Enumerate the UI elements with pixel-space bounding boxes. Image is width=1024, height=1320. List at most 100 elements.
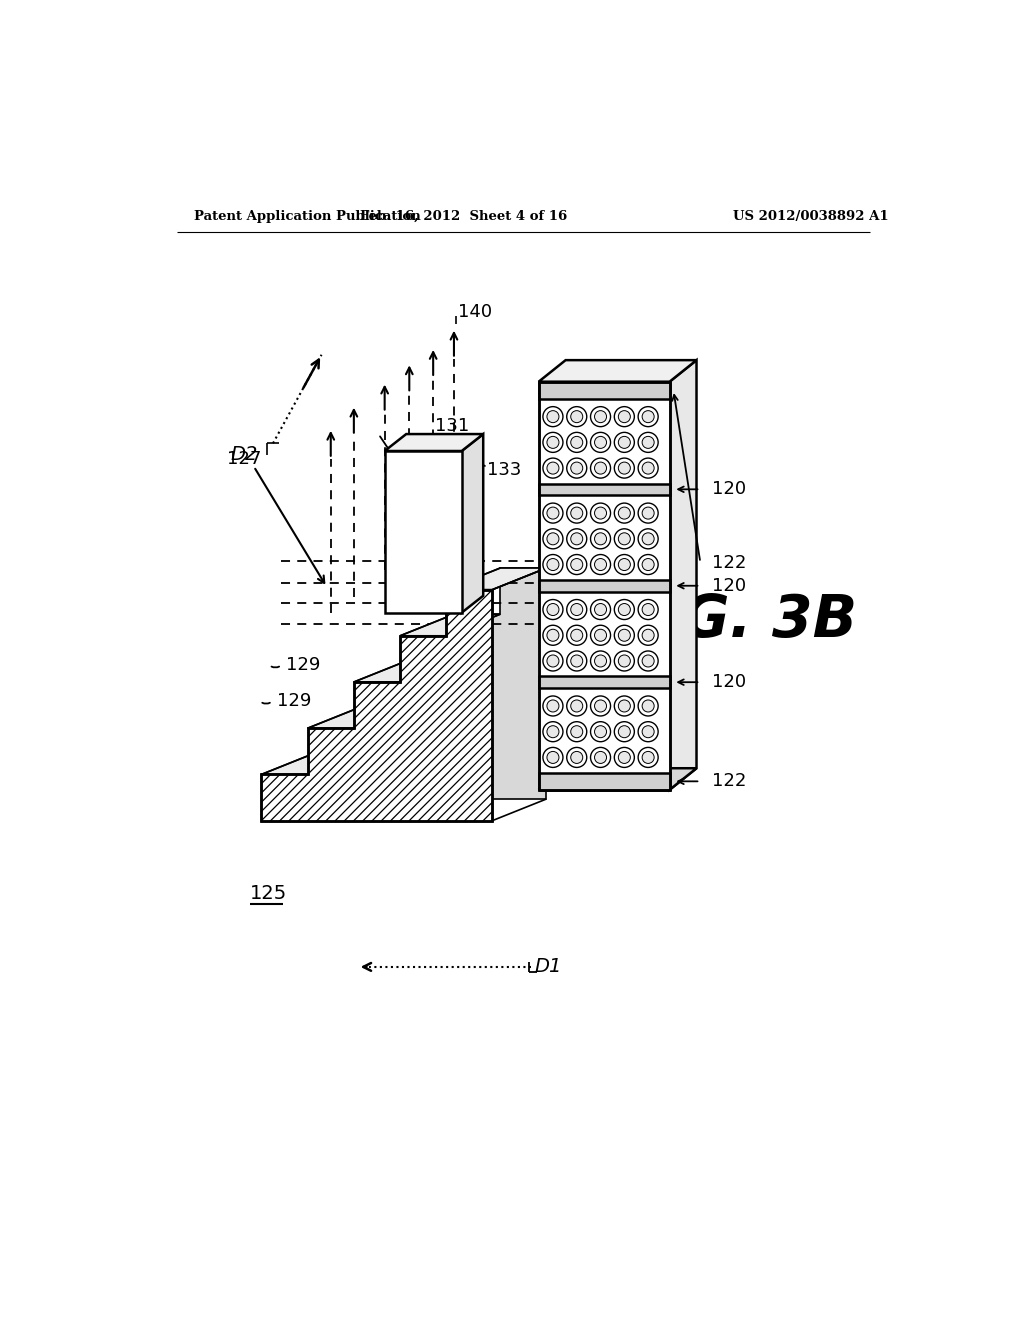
- Circle shape: [570, 533, 583, 545]
- Text: 133: 133: [487, 461, 521, 479]
- Circle shape: [638, 696, 658, 715]
- Circle shape: [543, 696, 563, 715]
- Circle shape: [566, 651, 587, 671]
- Circle shape: [547, 507, 559, 519]
- Circle shape: [591, 651, 610, 671]
- Circle shape: [570, 507, 583, 519]
- Circle shape: [614, 722, 634, 742]
- Circle shape: [543, 722, 563, 742]
- Circle shape: [618, 437, 631, 449]
- Polygon shape: [446, 568, 547, 590]
- Circle shape: [543, 503, 563, 523]
- Circle shape: [614, 599, 634, 619]
- Circle shape: [618, 630, 631, 642]
- Circle shape: [642, 655, 654, 667]
- Circle shape: [543, 747, 563, 767]
- Polygon shape: [400, 614, 500, 636]
- Circle shape: [543, 554, 563, 574]
- Circle shape: [547, 726, 559, 738]
- Circle shape: [614, 626, 634, 645]
- Circle shape: [618, 411, 631, 422]
- Circle shape: [595, 507, 606, 519]
- Circle shape: [595, 751, 606, 763]
- Circle shape: [595, 558, 606, 570]
- Circle shape: [547, 603, 559, 615]
- Circle shape: [591, 599, 610, 619]
- Circle shape: [618, 603, 631, 615]
- Circle shape: [570, 630, 583, 642]
- Circle shape: [570, 411, 583, 422]
- Text: FIG. 3B: FIG. 3B: [621, 591, 857, 649]
- Circle shape: [638, 554, 658, 574]
- Circle shape: [642, 533, 654, 545]
- Circle shape: [642, 462, 654, 474]
- Circle shape: [547, 630, 559, 642]
- Polygon shape: [307, 706, 408, 729]
- Circle shape: [595, 462, 606, 474]
- Circle shape: [566, 599, 587, 619]
- Circle shape: [547, 700, 559, 711]
- Circle shape: [547, 655, 559, 667]
- Polygon shape: [539, 360, 696, 381]
- Text: D1: D1: [535, 957, 562, 977]
- Circle shape: [618, 726, 631, 738]
- Circle shape: [566, 458, 587, 478]
- Circle shape: [614, 458, 634, 478]
- Circle shape: [570, 726, 583, 738]
- Polygon shape: [539, 676, 670, 688]
- Circle shape: [638, 599, 658, 619]
- Circle shape: [591, 529, 610, 549]
- Circle shape: [642, 437, 654, 449]
- Circle shape: [614, 554, 634, 574]
- Circle shape: [595, 411, 606, 422]
- Circle shape: [614, 651, 634, 671]
- Circle shape: [570, 751, 583, 763]
- Polygon shape: [539, 381, 670, 789]
- Circle shape: [642, 507, 654, 519]
- Circle shape: [591, 722, 610, 742]
- Circle shape: [618, 700, 631, 711]
- Circle shape: [638, 722, 658, 742]
- Circle shape: [618, 751, 631, 763]
- Circle shape: [638, 407, 658, 426]
- Polygon shape: [385, 451, 462, 612]
- Circle shape: [570, 462, 583, 474]
- Circle shape: [543, 407, 563, 426]
- Circle shape: [543, 433, 563, 453]
- Text: 131: 131: [435, 417, 469, 436]
- Text: 122: 122: [712, 553, 746, 572]
- Circle shape: [566, 696, 587, 715]
- Polygon shape: [354, 660, 454, 682]
- Circle shape: [570, 558, 583, 570]
- Circle shape: [595, 437, 606, 449]
- Circle shape: [566, 529, 587, 549]
- Text: 122: 122: [712, 772, 746, 791]
- Circle shape: [595, 603, 606, 615]
- Circle shape: [638, 433, 658, 453]
- Circle shape: [618, 462, 631, 474]
- Circle shape: [642, 726, 654, 738]
- Polygon shape: [670, 360, 696, 789]
- Circle shape: [642, 558, 654, 570]
- Polygon shape: [261, 752, 361, 775]
- Text: 130: 130: [298, 760, 333, 777]
- Polygon shape: [539, 483, 670, 495]
- Circle shape: [595, 700, 606, 711]
- Text: 125: 125: [250, 884, 287, 903]
- Text: Patent Application Publication: Patent Application Publication: [194, 210, 421, 223]
- Circle shape: [642, 700, 654, 711]
- Circle shape: [547, 462, 559, 474]
- Circle shape: [591, 554, 610, 574]
- Polygon shape: [315, 568, 547, 799]
- Circle shape: [591, 407, 610, 426]
- Text: 140: 140: [458, 304, 492, 321]
- Circle shape: [638, 651, 658, 671]
- Circle shape: [570, 655, 583, 667]
- Text: Feb. 16, 2012  Sheet 4 of 16: Feb. 16, 2012 Sheet 4 of 16: [359, 210, 567, 223]
- Circle shape: [591, 503, 610, 523]
- Circle shape: [543, 458, 563, 478]
- Circle shape: [570, 603, 583, 615]
- Circle shape: [642, 603, 654, 615]
- Circle shape: [543, 626, 563, 645]
- Circle shape: [566, 554, 587, 574]
